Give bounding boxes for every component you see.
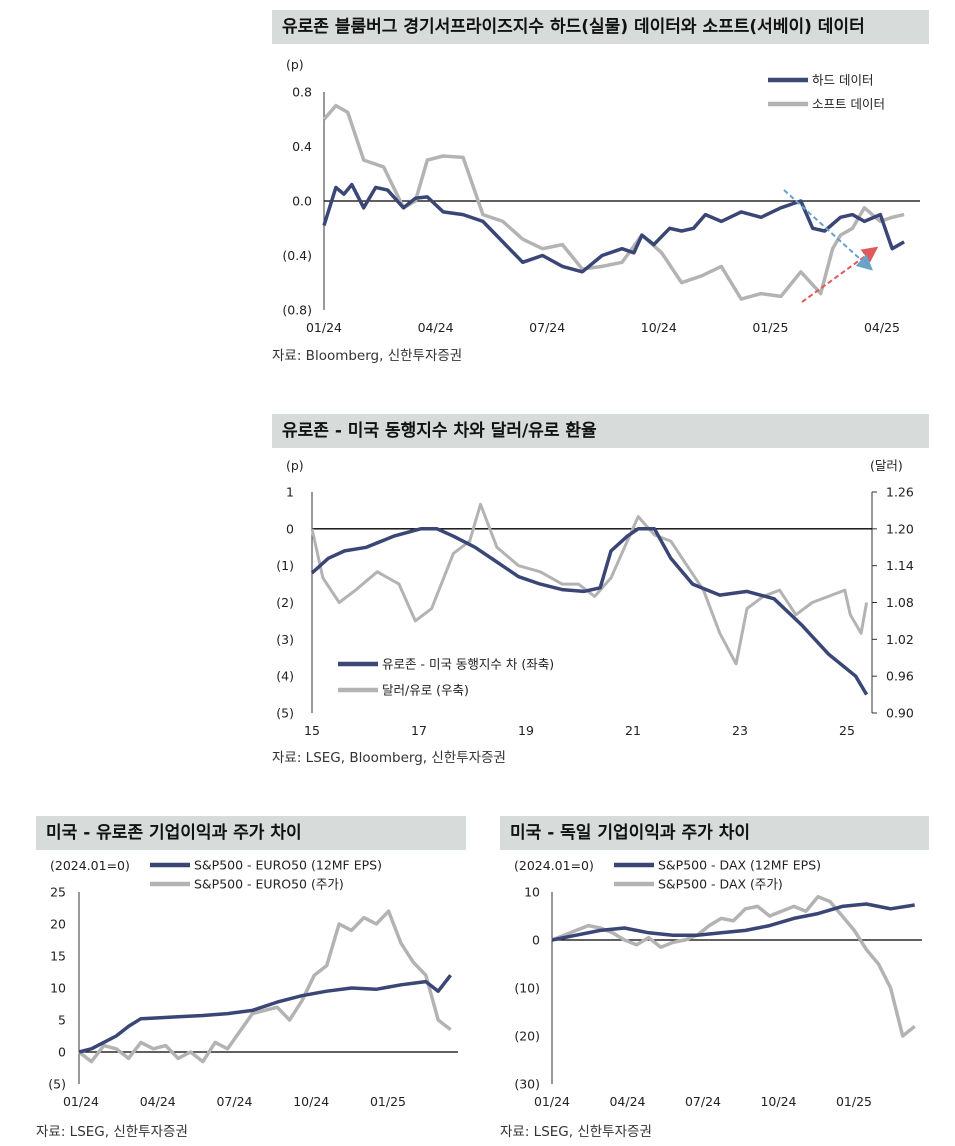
chart2-source: 자료: LSEG, 신한투자증권 (36, 1124, 188, 1140)
y-tick-label: 0.8 (292, 85, 312, 100)
x-tick-label: 25 (839, 723, 855, 738)
left-unit-label: (p) (286, 458, 304, 473)
y-tick-label: 0 (58, 1045, 66, 1060)
y-tick-label: 10 (50, 981, 66, 996)
y-unit-label: (2024.01=0) (514, 858, 594, 873)
chart1-source: 자료: LSEG, Bloomberg, 신한투자증권 (272, 750, 506, 766)
x-tick-label: 04/25 (864, 320, 900, 335)
series-eps-diff-line (551, 902, 915, 942)
x-tick-label: 01/25 (370, 1094, 406, 1109)
right-tick-label: 0.96 (886, 669, 914, 684)
left-tick-label: 0 (286, 521, 294, 536)
y-tick-label: 0.0 (292, 194, 312, 209)
chart3-title: 미국 - 독일 기업이익과 주가 차이 (500, 816, 929, 850)
chart3-plot: (2024.01=0) 10 0 (10) (20) (30) 01/24 04/24 07/2… (514, 858, 922, 1109)
right-tick-label: 1.02 (886, 632, 914, 647)
x-tick-label: 15 (304, 723, 320, 738)
left-tick-label: (1) (276, 558, 294, 573)
x-tick-label: 04/24 (609, 1094, 645, 1109)
y-tick-label: 0.4 (292, 139, 312, 154)
y-tick-label: 15 (50, 949, 66, 964)
y-tick-label: (5) (48, 1077, 66, 1092)
x-tick-label: 01/24 (63, 1094, 99, 1109)
legend-eps-label: S&P500 - EURO50 (12MF EPS) (194, 858, 382, 873)
x-tick-label: 07/24 (685, 1094, 721, 1109)
left-tick-label: (4) (276, 669, 294, 684)
left-tick-label: 1 (286, 485, 294, 500)
chart2-title: 미국 - 유로존 기업이익과 주가 차이 (36, 816, 466, 850)
chart2-plot: (2024.01=0) 25 20 15 10 5 0 (5) 01/24 04/24 07/24 1… (48, 858, 458, 1109)
right-tick-label: 1.14 (886, 558, 914, 573)
x-tick-label: 01/25 (752, 320, 788, 335)
chart1-title: 유로존 - 미국 동행지수 차와 달러/유로 환율 (272, 414, 929, 448)
series-coincident-index-diff-line (310, 527, 869, 696)
series-eps-diff-line (78, 974, 452, 1054)
legend-price-label: S&P500 - EURO50 (주가) (194, 877, 344, 892)
right-tick-label: 1.08 (886, 595, 914, 610)
legend-hard-data-label: 하드 데이터 (812, 73, 873, 88)
series-hard-data-line (322, 182, 905, 274)
right-tick-label: 0.90 (886, 706, 914, 721)
left-tick-label: (3) (276, 632, 294, 647)
y-tick-label: (0.8) (282, 303, 312, 318)
legend-soft-data-label: 소프트 데이터 (812, 97, 885, 112)
right-tick-label: 1.20 (886, 521, 914, 536)
x-tick-label: 07/24 (216, 1094, 252, 1109)
downward-trend-arrow (783, 189, 873, 271)
legend-eps-label: S&P500 - DAX (12MF EPS) (658, 858, 821, 873)
series-price-diff-line (77, 909, 452, 1064)
chart1-plot: (p) (달러) 1 0 (1) (2) (3) (4) (5) 1.26 1.20 1.14 1.08… (276, 458, 914, 738)
y-tick-label: (0.4) (282, 248, 312, 263)
x-tick-label: 04/24 (140, 1094, 176, 1109)
x-tick-label: 01/24 (306, 320, 342, 335)
y-tick-label: 10 (524, 885, 540, 900)
y-tick-label: 25 (50, 885, 66, 900)
left-tick-label: (2) (276, 595, 294, 610)
left-tick-label: (5) (276, 706, 294, 721)
legend-index-diff-label: 유로존 - 미국 동행지수 차 (좌축) (382, 657, 554, 672)
x-tick-label: 01/24 (534, 1094, 570, 1109)
legend-usd-eur-label: 달러/유로 (우축) (382, 683, 469, 698)
series-usd-eur-line (310, 502, 869, 666)
upward-trend-arrow (801, 246, 879, 303)
x-tick-label: 10/24 (760, 1094, 796, 1109)
y-tick-label: (10) (514, 981, 540, 996)
right-unit-label: (달러) (870, 458, 903, 473)
chart3-source: 자료: LSEG, 신한투자증권 (500, 1124, 652, 1140)
chart0-title: 유로존 블룸버그 경기서프라이즈지수 하드(실물) 데이터와 소프트(서베이) … (272, 10, 929, 44)
right-tick-label: 1.26 (886, 485, 914, 500)
x-tick-label: 01/25 (836, 1094, 872, 1109)
chart0-source: 자료: Bloomberg, 신한투자증권 (272, 348, 463, 364)
x-tick-label: 07/24 (529, 320, 565, 335)
y-tick-label: (30) (514, 1077, 540, 1092)
x-tick-label: 23 (732, 723, 748, 738)
legend-price-label: S&P500 - DAX (주가) (658, 877, 783, 892)
x-tick-label: 19 (518, 723, 534, 738)
x-tick-label: 10/24 (293, 1094, 329, 1109)
y-tick-label: 0 (532, 933, 540, 948)
y-tick-label: 5 (58, 1013, 66, 1028)
y-tick-label: (20) (514, 1029, 540, 1044)
series-price-diff-line (551, 895, 916, 1038)
y-unit-label: (p) (286, 57, 304, 72)
x-tick-label: 17 (411, 723, 427, 738)
chart0-plot: (p) 0.8 0.4 0.0 (0.4) (0.8) 01/24 04/24 07/24 10/… (282, 57, 920, 335)
x-tick-label: 10/24 (641, 320, 677, 335)
y-tick-label: 20 (50, 917, 66, 932)
y-unit-label: (2024.01=0) (50, 858, 130, 873)
x-tick-label: 04/24 (418, 320, 454, 335)
x-tick-label: 21 (625, 723, 641, 738)
